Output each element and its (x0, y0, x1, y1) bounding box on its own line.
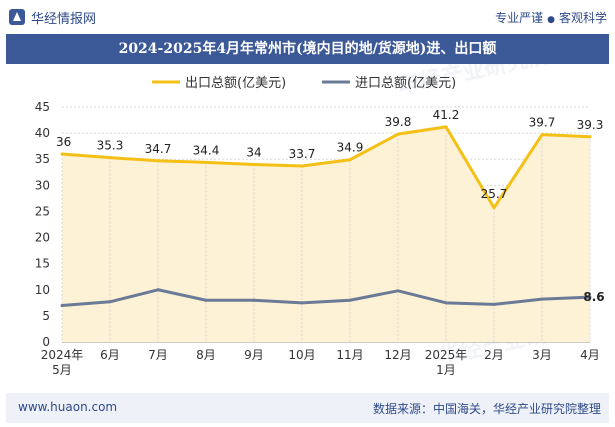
export-point (444, 125, 448, 129)
y-tick-label: 0 (42, 335, 50, 349)
import-point (492, 302, 496, 306)
export-point (588, 135, 592, 139)
tagline-2: 客观科学 (558, 11, 607, 25)
chart-title: 2024-2025年4月年常州市(境内目的地/货源地)进、出口额 (118, 41, 497, 57)
export-data-label: 35.3 (97, 139, 124, 153)
export-area (62, 126, 590, 342)
y-tick-label: 15 (35, 257, 50, 271)
y-tick-label: 20 (35, 231, 50, 245)
export-data-label: 39.7 (529, 116, 556, 130)
tagline-1: 专业严谨 (495, 11, 544, 25)
y-tick-label: 5 (42, 309, 50, 323)
x-tick-label: 6月 (100, 348, 120, 362)
import-point (396, 289, 400, 293)
brand-logo-icon (9, 9, 25, 25)
export-point (396, 132, 400, 136)
brand-name: 华经情报网 (31, 11, 97, 27)
export-data-label: 25.7 (481, 187, 508, 201)
export-line (61, 125, 591, 210)
export-data-label: 39.8 (385, 115, 412, 129)
x-tick-label: 4月 (580, 348, 600, 362)
import-point (300, 301, 304, 305)
export-data-label: 34 (246, 145, 261, 159)
import-point (108, 300, 112, 304)
x-tick-label: 11月 (336, 348, 363, 362)
import-point (204, 298, 208, 302)
import-line (61, 288, 591, 307)
export-point (300, 164, 304, 168)
export-point (156, 159, 160, 163)
y-tick-label: 35 (35, 152, 50, 166)
x-tick-label: 2024年 5月 (41, 348, 84, 377)
export-data-label: 41.2 (433, 108, 460, 122)
x-tick-label: 8月 (196, 348, 216, 362)
export-point (108, 156, 112, 160)
import-point (60, 303, 64, 307)
import-point (252, 298, 256, 302)
y-tick-label: 40 (35, 126, 50, 140)
export-point (540, 133, 544, 137)
tagline: 专业严谨 ● 客观科学 (495, 9, 607, 26)
export-data-label: 39.3 (577, 118, 604, 132)
export-data-label: 34.9 (337, 141, 364, 155)
tagline-separator-icon: ● (547, 15, 555, 25)
export-data-label: 33.7 (289, 147, 316, 161)
import-point (540, 297, 544, 301)
y-tick-label: 45 (35, 100, 50, 114)
export-point (348, 158, 352, 162)
export-data-label: 34.7 (145, 142, 172, 156)
footer: www.huaon.com 数据来源：中国海关，华经产业研究院整理 (6, 393, 609, 423)
top-bar: 华经情报网 专业严谨 ● 客观科学 (0, 0, 615, 34)
y-tick-label: 30 (35, 178, 50, 192)
x-tick-label: 9月 (244, 348, 264, 362)
footer-website[interactable]: www.huaon.com (18, 400, 118, 414)
export-point (204, 160, 208, 164)
brand[interactable]: 华经情报网 (8, 7, 96, 27)
export-data-label: 36 (56, 135, 71, 149)
y-tick-label: 25 (35, 204, 50, 218)
line-chart: 华经产业研究院华经产业研究院华经产业研究院0510152025303540452… (35, 64, 605, 377)
import-data-label: 8.6 (583, 290, 604, 304)
x-tick-label: 2月 (484, 348, 504, 362)
import-point (348, 298, 352, 302)
x-tick-label: 2025年 1月 (425, 348, 468, 377)
export-point (492, 206, 496, 210)
x-tick-label: 10月 (288, 348, 315, 362)
legend-label: 进口总额(亿美元) (355, 76, 456, 91)
import-point (444, 301, 448, 305)
import-point (588, 295, 592, 299)
export-point (60, 152, 64, 156)
export-point (252, 162, 256, 166)
title-bar: 2024-2025年4月年常州市(境内目的地/货源地)进、出口额 (6, 34, 609, 64)
x-tick-label: 7月 (148, 348, 168, 362)
legend-label: 出口总额(亿美元) (185, 76, 286, 91)
export-data-label: 34.4 (193, 143, 220, 157)
x-tick-label: 3月 (532, 348, 552, 362)
import-point (156, 288, 160, 292)
footer-source: 数据来源：中国海关，华经产业研究院整理 (372, 402, 601, 416)
x-tick-label: 12月 (384, 348, 411, 362)
y-tick-label: 10 (35, 283, 50, 297)
